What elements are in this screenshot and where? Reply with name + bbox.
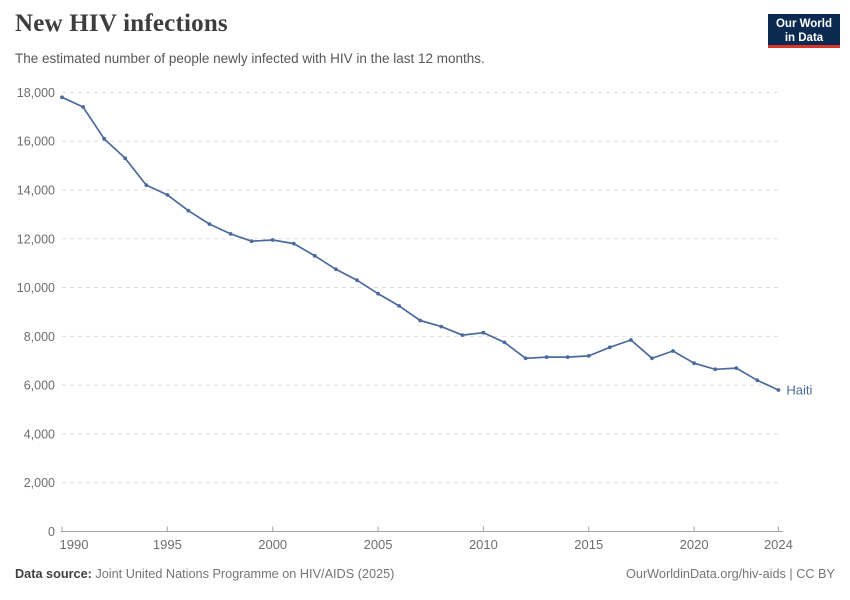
x-tick-label: 2024 [764, 537, 793, 552]
data-point[interactable] [713, 367, 718, 372]
data-point[interactable] [755, 378, 760, 383]
data-point[interactable] [397, 304, 401, 308]
data-point[interactable] [376, 291, 380, 296]
y-tick-label: 0 [48, 525, 55, 539]
x-tick-label: 2000 [258, 537, 287, 552]
data-point[interactable] [165, 193, 170, 197]
x-tick-label: 2015 [574, 537, 603, 552]
owid-logo-line1: Our World [775, 18, 832, 30]
data-point[interactable] [60, 95, 64, 100]
data-point[interactable] [565, 355, 570, 359]
data-point[interactable] [312, 253, 317, 258]
y-tick-label: 14,000 [17, 183, 55, 197]
data-point[interactable] [544, 355, 549, 359]
data-point[interactable] [523, 356, 528, 361]
y-tick-label: 10,000 [17, 281, 55, 295]
data-source-text: Joint United Nations Programme on HIV/AI… [91, 567, 395, 581]
data-point[interactable] [102, 136, 106, 141]
data-point[interactable] [334, 267, 338, 272]
data-point[interactable] [692, 361, 696, 366]
data-point[interactable] [671, 349, 675, 353]
data-point[interactable] [629, 338, 633, 342]
data-point[interactable] [207, 222, 212, 227]
data-point[interactable] [144, 183, 149, 188]
series-end-label[interactable]: Haiti [786, 383, 812, 398]
page-title: New HIV infections [15, 10, 228, 37]
data-point[interactable] [460, 333, 465, 337]
data-point[interactable] [481, 330, 486, 335]
x-tick-label: 2020 [680, 537, 709, 552]
data-point[interactable] [734, 366, 739, 370]
data-source: Data source: Joint United Nations Progra… [15, 567, 394, 581]
data-source-label: Data source: [15, 567, 92, 581]
chart-footer: Data source: Joint United Nations Progra… [15, 567, 835, 581]
data-point[interactable] [776, 388, 781, 392]
owid-logo-line2: in Data [784, 32, 824, 45]
chart-subtitle: The estimated number of people newly inf… [15, 51, 485, 66]
x-tick-label: 1990 [60, 537, 89, 552]
x-tick-label: 2005 [364, 537, 393, 552]
data-point[interactable] [355, 278, 359, 283]
data-point[interactable] [81, 105, 85, 109]
data-point[interactable] [291, 241, 296, 246]
data-point[interactable] [249, 239, 254, 244]
y-tick-label: 16,000 [17, 135, 55, 149]
data-point[interactable] [650, 356, 654, 361]
x-tick-label: 2010 [469, 537, 498, 552]
y-tick-label: 12,000 [17, 232, 55, 246]
data-point[interactable] [186, 208, 191, 213]
owid-logo[interactable]: Our World in Data [768, 14, 840, 48]
y-tick-label: 4,000 [24, 427, 55, 441]
data-point[interactable] [607, 345, 612, 350]
data-point[interactable] [586, 354, 591, 358]
data-point[interactable] [123, 156, 128, 161]
credit-link[interactable]: OurWorldinData.org/hiv-aids | CC BY [626, 567, 835, 581]
data-point[interactable] [270, 238, 275, 242]
y-tick-label: 18,000 [17, 86, 55, 100]
y-tick-label: 6,000 [24, 379, 55, 393]
y-tick-label: 8,000 [24, 330, 55, 344]
data-point[interactable] [418, 318, 423, 323]
data-point[interactable] [502, 340, 507, 345]
x-tick-label: 1995 [153, 537, 182, 552]
data-point[interactable] [439, 324, 444, 329]
y-tick-label: 2,000 [24, 476, 55, 490]
data-point[interactable] [228, 232, 233, 236]
